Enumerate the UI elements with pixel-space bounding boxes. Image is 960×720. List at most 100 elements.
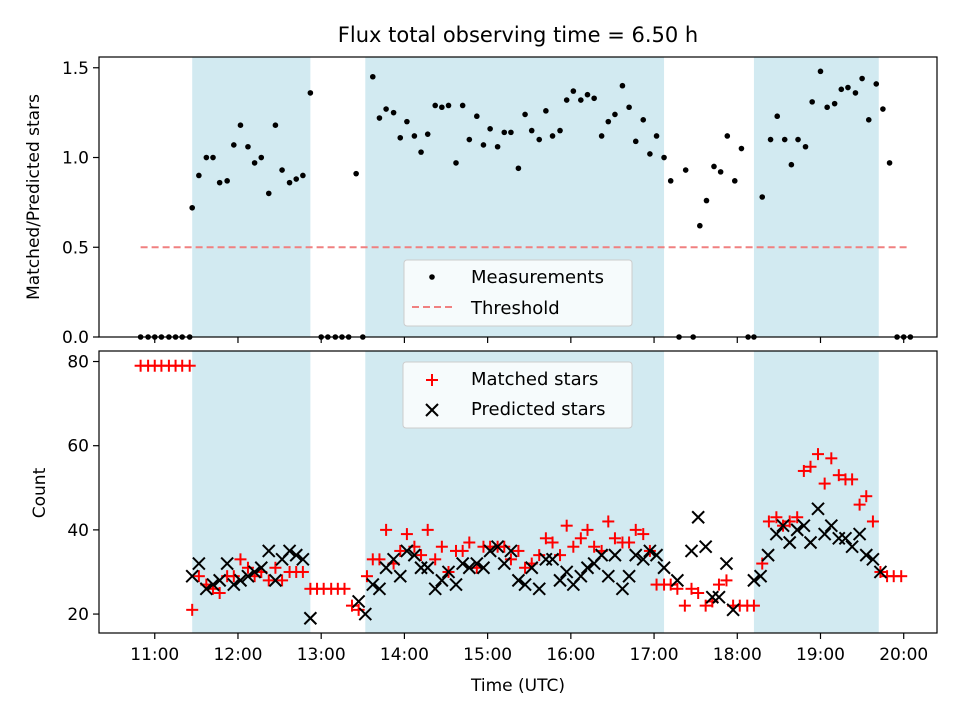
predicted-point-69 [719,556,734,571]
measurement-point-23 [293,176,300,182]
predicted-point-25 [400,544,414,558]
predicted-point-b [684,544,699,558]
predicted-point-16 [296,552,310,567]
predicted-point-81 [817,527,832,541]
predicted-point-28 [421,561,435,575]
measurement-point-91 [774,113,781,120]
measurement-point-13 [224,178,230,184]
predicted-point-30 [435,573,449,588]
predicted-point-58 [629,548,643,562]
measurement-point-92 [781,136,788,143]
measurement-point-76 [667,178,674,184]
observing-window-top-2 [753,57,879,337]
x-tick-label-2: 13:00 [297,645,346,665]
matched-point-105 [860,490,873,503]
predicted-point-b [845,540,859,554]
predicted-point-b [608,548,622,562]
measurement-point-35 [383,106,389,112]
predicted-point-b [803,535,818,550]
legend-matched-label: Matched stars [471,369,598,390]
measurement-point-21 [279,167,285,173]
predicted-point-b [698,540,713,554]
predicted-point-43 [525,561,539,575]
predicted-point-46 [545,552,560,567]
ratio-y-tick-label-2: 1.0 [62,149,89,169]
matched-point-104 [853,498,866,511]
predicted-point-70 [726,603,740,617]
predicted-point-b [811,502,825,516]
predicted-point-b [366,577,380,592]
predicted-point-4 [212,573,227,588]
predicted-point-89 [873,565,888,579]
predicted-point-b [393,569,407,583]
legend-threshold-label: Threshold [470,298,560,319]
matched-point-36 [380,523,393,536]
legend-predicted-marker [425,403,439,417]
measurement-point-68 [612,111,618,118]
matched-point-66 [588,540,601,553]
predicted-point-63 [670,573,685,588]
predicted-point-b [233,573,248,588]
measurement-point-56 [528,127,535,134]
measurement-point-42 [432,102,438,109]
measurement-point-12 [216,179,223,186]
legend-matched-marker [426,374,438,386]
measurement-point-75 [661,154,667,161]
predicted-point-b [726,603,740,617]
predicted-point-b [206,577,220,592]
predicted-point-76 [782,535,797,550]
measurement-point-96 [809,99,815,105]
predicted-point-b [601,569,615,583]
count-y-tick-label-1: 40 [67,521,89,541]
matched-point-64 [574,532,587,545]
x-tick-label-8: 19:00 [796,645,845,665]
measurement-point-74 [653,133,660,139]
predicted-point-51 [580,561,595,575]
count-points [134,359,908,625]
predicted-point-87 [859,548,873,562]
predicted-point-b [386,552,401,567]
predicted-point-b [435,573,449,588]
measurement-point-84 [724,133,731,139]
measurement-point-62 [570,88,577,94]
predicted-point-b [518,577,532,592]
predicted-point-b [504,544,518,558]
measurement-point-24 [300,172,306,179]
matched-point-106 [866,515,879,528]
matched-point-31 [345,599,358,612]
measurement-point-38 [404,118,410,125]
predicted-point-64 [684,544,699,558]
matched-point-48 [463,536,476,549]
count-plot-frame [98,350,938,634]
predicted-point-b [790,523,804,537]
predicted-point-b [421,561,435,575]
predicted-point-55 [608,548,622,562]
measurement-point-10 [203,154,210,161]
predicted-point-b [470,556,484,571]
predicted-point-84 [838,531,853,546]
predicted-point-b [247,565,262,579]
predicted-point-38 [490,540,505,554]
predicted-point-b [441,565,456,579]
matched-point-110 [895,570,908,583]
measurement-point-58 [543,108,549,114]
observing-window-bottom-2 [753,351,879,633]
predicted-point-b [817,527,832,541]
predicted-point-b [296,552,310,567]
matched-point-21 [276,574,289,587]
predicted-point-2 [199,582,214,596]
measurement-point-70 [626,104,632,111]
predicted-point-19 [358,607,373,621]
predicted-point-b [670,573,685,588]
x-tick-label-1: 12:00 [213,645,262,665]
measurement-point-15 [237,122,244,129]
measurement-point-83 [717,169,724,175]
ratio-y-label: Matched/Predicted stars [24,94,44,300]
measurement-point-81 [703,197,710,204]
predicted-point-65 [691,510,705,524]
predicted-point-86 [852,527,867,541]
predicted-point-60 [643,544,657,558]
predicted-point-26 [407,548,422,562]
matched-point-80 [685,582,698,595]
